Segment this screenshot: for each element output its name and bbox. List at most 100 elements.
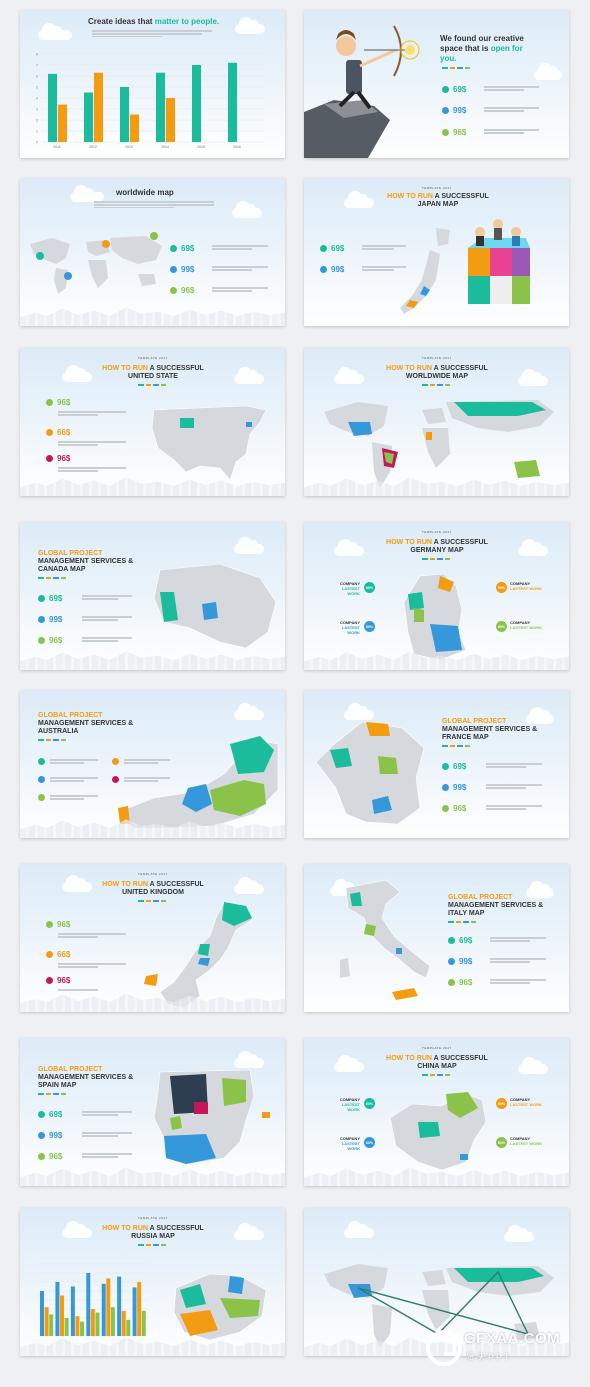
y-tick-label: 7 [36, 64, 38, 68]
slide-5[interactable]: TEMPLATE 2017 HOW TO RUN A SUCCESSFUL UNI… [20, 348, 285, 496]
stat-2: 99$ [170, 265, 194, 274]
slide-title: HOW TO RUN A SUCCESSFUL WORLDWIDE MAP [386, 365, 488, 380]
watermark-logo-text: GFXAA.COM [464, 1330, 561, 1347]
y-tick-label: 5 [36, 86, 38, 90]
stat-3: 96$ [46, 976, 70, 985]
slide-6[interactable]: TEMPLATE 2017 HOW TO RUN A SUCCESSFUL WOR… [304, 348, 569, 496]
slide-11[interactable]: TEMPLATE 2017 HOW TO RUN A SUCCESSFUL UNI… [20, 864, 285, 1012]
world-route-map [324, 1264, 554, 1348]
y-tick-label: 1 [36, 130, 38, 134]
stat-3: 96$ [38, 636, 62, 645]
slide-title: We found our creative space that is open … [440, 34, 524, 63]
percent-badge: 60% [364, 1137, 375, 1148]
bar [192, 65, 201, 142]
slide-title: GLOBAL PROJECT MANAGEMENT SERVICES & SPAIN… [38, 1066, 134, 1089]
bar [120, 87, 129, 142]
stat-1: 69$ [38, 594, 62, 603]
bar [121, 1310, 126, 1336]
archer-illustration [304, 25, 420, 158]
uk-map [144, 901, 253, 1009]
slide-3[interactable]: worldwide map 69$ 99$ 96$ [20, 178, 285, 326]
bar-chart: 0 1 2 3 4 5 6 7 8 2011 2012 2013 2014 2015 2016 [36, 53, 264, 149]
slide-title: HOW TO RUN A SUCCESSFUL GERMANY MAP [386, 539, 488, 554]
stat-3: 96$ [170, 286, 194, 295]
watermark: GFXAA.COM 贤夫PPT [420, 1322, 580, 1372]
slide-title: HOW TO RUN A SUCCESSFUL CHINA MAP [386, 1055, 488, 1070]
stat-2: 66$ [46, 950, 70, 959]
y-tick-label: 4 [36, 97, 38, 101]
stat-1: 69$ [442, 762, 466, 771]
world-map [324, 400, 554, 488]
watermark-subtitle: 贤夫PPT [466, 1352, 512, 1362]
slide-13[interactable]: GLOBAL PROJECT MANAGEMENT SERVICES & SPAIN… [20, 1038, 285, 1186]
stat-1: 96$ [46, 920, 70, 929]
title-underline [442, 67, 470, 69]
percent-badge: 60% [364, 582, 375, 593]
gfxaa-logo-icon [426, 1330, 462, 1366]
slide-1[interactable]: Create ideas that matter to people. 0 1 2 3… [20, 10, 285, 158]
slide-title: HOW TO RUN A SUCCESSFUL UNITED KINGDOM [102, 881, 204, 896]
slide-16[interactable] [304, 1208, 569, 1356]
slide-7[interactable]: GLOBAL PROJECT MANAGEMENT SERVICES & CANAD… [20, 522, 285, 670]
stat-1: 69$ [38, 1110, 62, 1119]
bar [106, 1278, 111, 1336]
slide-title: HOW TO RUN A SUCCESSFUL JAPAN MAP [387, 193, 489, 208]
y-tick-label: 6 [36, 75, 38, 79]
stat-1: 69$ [320, 244, 344, 253]
bar [84, 92, 93, 142]
stat-2: 99$ [442, 106, 466, 115]
bar [44, 1307, 49, 1336]
stat-1: 69$ [442, 85, 466, 94]
bar [58, 104, 67, 142]
bar [141, 1310, 146, 1336]
bar [228, 62, 237, 142]
bar [64, 1318, 69, 1336]
company-4: COMPANY LASTEST WORK [510, 1136, 542, 1146]
stat-2: 99$ [38, 615, 62, 624]
bar [95, 1312, 100, 1336]
x-tick-label: 2016 [233, 145, 241, 149]
percent-badge: 60% [496, 621, 507, 632]
bar [110, 1307, 115, 1336]
slide-title: HOW TO RUN A SUCCESSFUL UNITED STATE [102, 365, 204, 380]
slide-9[interactable]: GLOBAL PROJECT MANAGEMENT SERVICES & AUSTR… [20, 690, 285, 838]
bar [75, 1316, 80, 1336]
stat-2: 99$ [38, 1131, 62, 1140]
slide-14[interactable]: TEMPLATE 2017 HOW TO RUN A SUCCESSFUL CHI… [304, 1038, 569, 1186]
stat-3: 96$ [442, 804, 466, 813]
stat-1: 69$ [170, 244, 194, 253]
x-tick-label: 2014 [161, 145, 169, 149]
germany-map [403, 573, 467, 661]
bar [126, 1319, 131, 1336]
company-4: COMPANY LASTEST WORK [510, 620, 542, 630]
intro-text [92, 29, 212, 39]
x-tick-label: 2015 [197, 145, 205, 149]
austria-map [117, 736, 279, 829]
slide-2[interactable]: We found our creative space that is open … [304, 10, 569, 158]
bar [80, 1321, 85, 1336]
slide-15[interactable]: TEMPLATE 2017 HOW TO RUN A SUCCESSFUL RUS… [20, 1208, 285, 1356]
slide-12[interactable]: GLOBAL PROJECT MANAGEMENT SERVICES & ITALY… [304, 864, 569, 1012]
bar [55, 1282, 60, 1336]
company-2: COMPANY LASTEST WORK [339, 1136, 360, 1151]
percent-badge: 60% [364, 1098, 375, 1109]
bar [48, 73, 57, 142]
slide-10[interactable]: GLOBAL PROJECT MANAGEMENT SERVICES & FRANC… [304, 690, 569, 838]
slide-4[interactable]: TEMPLATE 2017 HOW TO RUN A SUCCESSFUL JAP… [304, 178, 569, 326]
slide-title: GLOBAL PROJECT MANAGEMENT SERVICES & FRANC… [442, 718, 538, 741]
percent-badge: 60% [496, 1098, 507, 1109]
cube-illustration [468, 219, 530, 304]
stat-1: 69$ [448, 936, 472, 945]
france-map [315, 721, 425, 825]
bar [117, 1276, 122, 1336]
bar [94, 72, 103, 142]
stat-2: 99$ [442, 783, 466, 792]
bar [40, 1291, 44, 1336]
y-tick-label: 3 [36, 108, 38, 112]
china-map [389, 1091, 487, 1171]
y-tick-label: 8 [36, 53, 38, 57]
slide-8[interactable]: TEMPLATE 2017 HOW TO RUN A SUCCESSFUL GER… [304, 522, 569, 670]
bar [132, 1287, 137, 1336]
bar [137, 1282, 142, 1336]
